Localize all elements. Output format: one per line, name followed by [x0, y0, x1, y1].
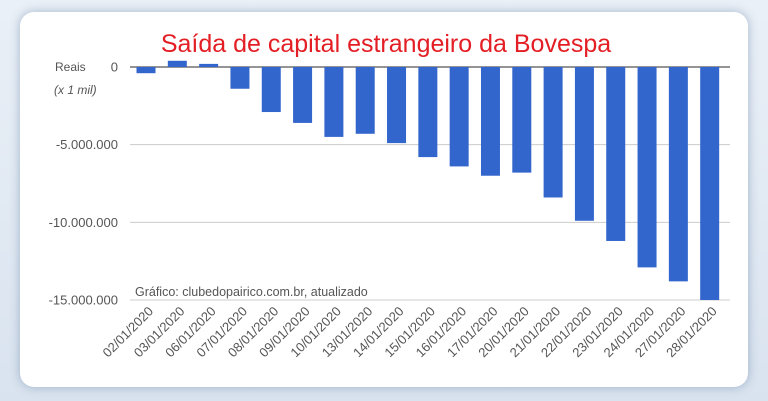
- bar: [418, 67, 438, 158]
- bar: [387, 67, 407, 144]
- bar: [449, 67, 469, 167]
- y-tick-label: 0: [111, 60, 118, 75]
- bar: [293, 67, 313, 123]
- y-axis-unit: (x 1 mil): [54, 83, 97, 97]
- bar: [355, 67, 375, 134]
- bar: [543, 67, 563, 198]
- x-tick-labels: 02/01/202003/01/202006/01/202007/01/2020…: [99, 304, 719, 361]
- bar: [574, 67, 594, 221]
- bar: [637, 67, 657, 268]
- y-tick-label: -15.000.000: [49, 293, 118, 308]
- chart-title: Saída de capital estrangeiro da Bovespa: [161, 30, 611, 58]
- chart-card: [20, 12, 748, 387]
- y-axis-label: Reais: [55, 60, 86, 74]
- bar: [230, 67, 250, 89]
- bar: [606, 67, 626, 241]
- y-tick-label: -5.000.000: [56, 137, 118, 152]
- bar: [167, 60, 187, 67]
- bar: [324, 67, 344, 137]
- bar: [199, 63, 219, 67]
- bar: [668, 67, 688, 282]
- bar: [261, 67, 281, 113]
- bars: [136, 60, 720, 300]
- y-tick-labels: 0 -5.000.000 -10.000.000 -15.000.000: [49, 60, 118, 308]
- bar: [480, 67, 500, 176]
- bar: [136, 67, 156, 74]
- bar: [512, 67, 532, 173]
- bar: [700, 67, 720, 300]
- y-tick-label: -10.000.000: [49, 215, 118, 230]
- chart-credit: Gráfico: clubedopairico.com.br, atualiza…: [135, 285, 368, 299]
